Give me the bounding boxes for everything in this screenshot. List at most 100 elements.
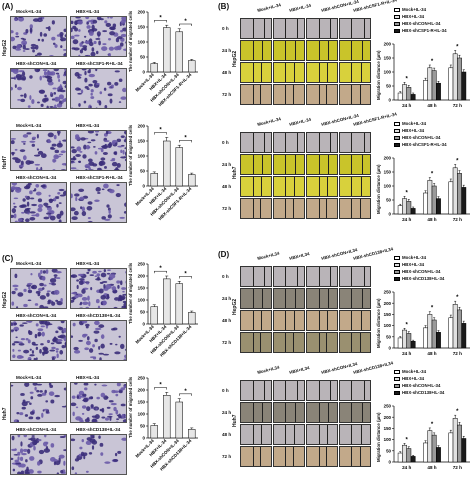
y-tick-label: 0	[143, 70, 146, 75]
stained-cell	[77, 92, 82, 95]
stained-cell	[53, 92, 57, 95]
stained-cell	[71, 107, 73, 108]
stained-cell	[18, 343, 25, 346]
stained-cell	[95, 69, 98, 72]
stained-cell	[40, 343, 44, 346]
stained-cell	[28, 286, 31, 290]
stained-cell	[85, 17, 90, 20]
stained-cell	[55, 348, 59, 351]
stained-cell	[72, 25, 77, 30]
y-tick-label: 150	[138, 25, 146, 30]
stained-cell	[19, 204, 25, 208]
stained-cell	[102, 300, 107, 306]
stained-cell	[91, 47, 95, 52]
stained-cell	[85, 306, 90, 308]
stained-cell	[39, 107, 41, 108]
stained-cell	[34, 303, 39, 306]
stained-cell	[52, 158, 56, 163]
legend-label: HBX-shCD138+IL-34	[402, 276, 445, 281]
stained-cell	[117, 284, 120, 289]
stained-cell	[31, 203, 38, 207]
bar	[150, 173, 158, 187]
stained-cell	[103, 140, 110, 142]
time-label: 48 h	[222, 318, 232, 323]
stained-cell	[101, 216, 106, 220]
stained-cell	[27, 359, 30, 360]
stained-cell	[114, 351, 121, 355]
stained-cell	[51, 36, 56, 41]
stained-cell	[56, 472, 60, 474]
stained-cell	[117, 36, 123, 40]
stained-cell	[59, 31, 64, 37]
stained-cell	[20, 94, 24, 97]
column-header: Mock+IL34	[256, 250, 280, 261]
y-tick-label: 0	[143, 184, 146, 189]
stained-cell	[90, 139, 96, 142]
stained-cell	[115, 393, 119, 397]
scratch-line	[319, 311, 320, 330]
stained-cell	[76, 146, 82, 152]
stained-cell	[49, 278, 57, 283]
column-header: Mock+IL-34	[256, 116, 282, 127]
stained-cell	[95, 407, 98, 410]
image-caption: Mock+IL-34	[16, 9, 42, 14]
cell-stain-pattern	[11, 17, 66, 56]
scratch-line	[295, 289, 297, 308]
bar	[397, 452, 403, 463]
legend-item: Mock+IL-34	[394, 369, 426, 374]
stained-cell	[83, 100, 87, 104]
stained-cell	[75, 153, 81, 157]
stained-cell	[29, 27, 33, 33]
y-tick-label: 200	[138, 124, 146, 129]
scratch-line	[296, 19, 298, 38]
time-label: 72 h	[222, 92, 232, 97]
bar	[402, 329, 407, 349]
scratch-line	[351, 311, 352, 330]
stained-cell	[100, 452, 104, 456]
time-label: 0 h	[222, 274, 229, 279]
stained-cell	[26, 284, 31, 288]
scratch-line	[327, 311, 328, 330]
bar	[436, 82, 441, 101]
stained-cell	[14, 84, 17, 89]
bar	[431, 185, 437, 215]
stained-cell	[31, 99, 35, 104]
stained-cell	[86, 25, 91, 29]
scratch-line	[261, 177, 262, 196]
wound-image	[240, 310, 272, 331]
x-tick-label: 48 h	[427, 351, 436, 356]
wound-image	[273, 424, 305, 445]
stained-cell	[28, 469, 34, 474]
stained-cell	[54, 460, 61, 466]
cell-stain-pattern	[71, 69, 126, 108]
stained-cell	[90, 89, 94, 93]
scratch-line	[363, 133, 365, 152]
x-tick-label: 72 h	[453, 465, 462, 470]
stained-cell	[98, 270, 102, 273]
stained-cell	[102, 280, 108, 283]
stained-cell	[87, 307, 89, 308]
scratch-line	[326, 333, 327, 352]
bar	[163, 140, 171, 187]
scratch-line	[351, 289, 352, 308]
column-header: HBX+IL-34	[288, 116, 312, 127]
stained-cell	[15, 462, 22, 465]
stained-cell	[30, 273, 33, 276]
scratch-line	[351, 199, 352, 218]
wound-image	[306, 132, 338, 153]
stained-cell	[17, 86, 22, 91]
x-tick-label: 24 h	[402, 351, 411, 356]
stained-cell	[16, 419, 20, 422]
scratch-line	[319, 177, 320, 196]
stained-cell	[81, 210, 87, 217]
stained-cell	[106, 293, 110, 298]
stained-cell	[88, 348, 94, 353]
scratch-line	[328, 41, 330, 60]
stained-cell	[18, 164, 24, 168]
scratch-line	[328, 155, 330, 174]
stained-cell	[79, 49, 84, 54]
stained-cell	[27, 183, 32, 186]
time-label: 0 h	[222, 140, 229, 145]
stained-cell	[35, 357, 38, 360]
stained-cell	[11, 140, 15, 145]
